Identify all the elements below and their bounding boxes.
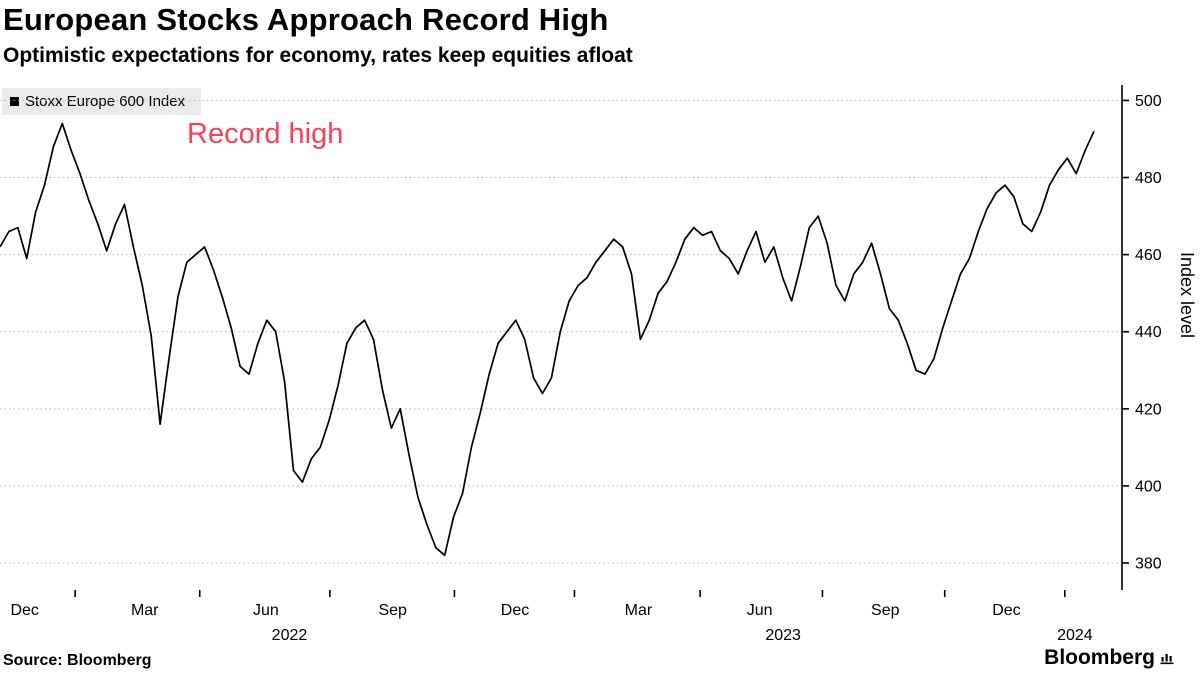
svg-text:460: 460 [1135, 247, 1162, 264]
bloomberg-chart-icon [1160, 647, 1174, 671]
svg-text:400: 400 [1135, 478, 1162, 495]
svg-text:Jun: Jun [253, 602, 279, 619]
svg-text:2022: 2022 [272, 627, 308, 644]
legend-label: Stoxx Europe 600 Index [25, 93, 186, 110]
line-chart: 380 400 420 440 460 480 500 Dec Mar Jun Sep Dec Mar J… [0, 85, 1162, 644]
y-axis-title: Index level [1177, 252, 1197, 339]
svg-text:Sep: Sep [871, 602, 900, 619]
svg-text:420: 420 [1135, 401, 1162, 418]
svg-text:Jun: Jun [747, 602, 773, 619]
svg-text:380: 380 [1135, 556, 1162, 573]
svg-text:Mar: Mar [625, 602, 653, 619]
svg-text:Dec: Dec [992, 602, 1020, 619]
svg-text:Sep: Sep [378, 602, 407, 619]
bloomberg-wordmark: Bloomberg [1044, 645, 1155, 669]
chart-title: European Stocks Approach Record High [3, 2, 609, 37]
bloomberg-logo: Bloomberg [1044, 644, 1174, 671]
svg-text:2024: 2024 [1057, 627, 1093, 644]
svg-text:Dec: Dec [501, 602, 529, 619]
svg-text:480: 480 [1135, 170, 1162, 187]
svg-text:440: 440 [1135, 324, 1162, 341]
chart-subtitle: Optimistic expectations for economy, rat… [3, 44, 633, 67]
record-high-annotation: Record high [187, 118, 344, 150]
svg-text:Mar: Mar [131, 602, 159, 619]
source-note: Source: Bloomberg [3, 652, 152, 669]
svg-text:Dec: Dec [10, 602, 38, 619]
legend-swatch-icon [10, 97, 19, 106]
legend: Stoxx Europe 600 Index [2, 88, 202, 115]
svg-text:2023: 2023 [765, 627, 801, 644]
svg-text:500: 500 [1135, 93, 1162, 110]
